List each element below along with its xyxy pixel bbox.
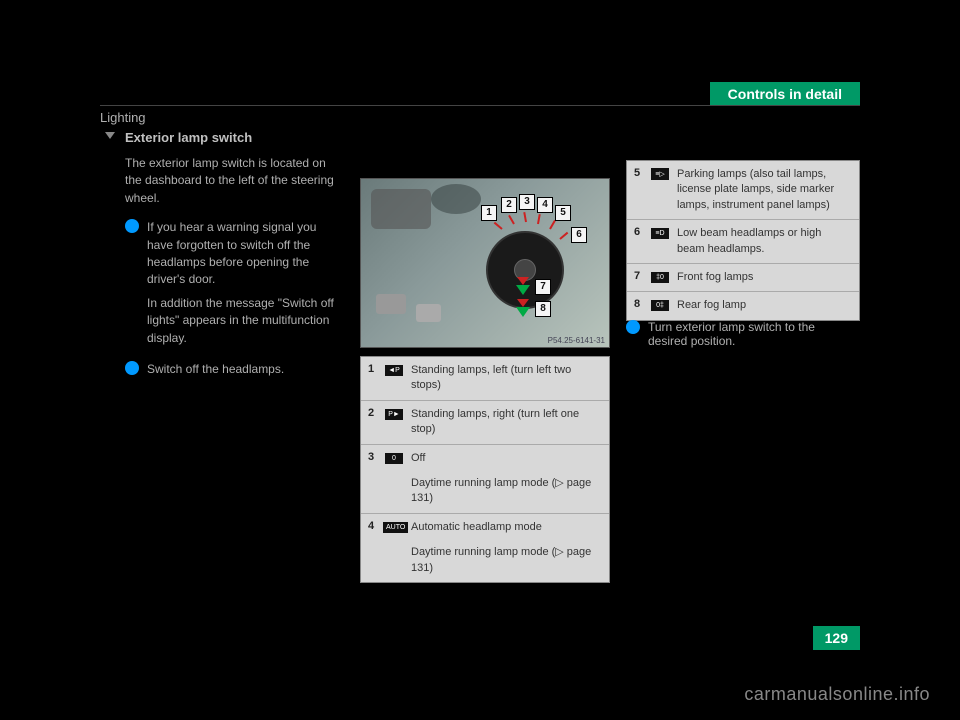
legend-table-left: 1 ◄P Standing lamps, left (turn left two… bbox=[360, 356, 610, 583]
table-row: 4 AUTO Automatic headlamp mode Daytime r… bbox=[361, 514, 609, 582]
row-text: Low beam headlamps or high beam headlamp… bbox=[673, 220, 859, 263]
icon-chip: ≡▷ bbox=[651, 168, 669, 180]
pedal-detail bbox=[416, 304, 441, 322]
table-row: 2 P► Standing lamps, right (turn left on… bbox=[361, 401, 609, 445]
table-row: 6 ≡D Low beam headlamps or high beam hea… bbox=[627, 220, 859, 264]
table-row: 3 0 Off Daytime running lamp mode (▷ pag… bbox=[361, 445, 609, 514]
row-text-main: Automatic headlamp mode bbox=[411, 520, 601, 535]
row-icon: 0 bbox=[381, 445, 407, 513]
pedal-detail bbox=[376, 294, 406, 314]
row-text: Parking lamps (also tail lamps, license … bbox=[673, 161, 859, 219]
bullet-item: Switch off the headlamps. bbox=[125, 361, 345, 378]
row-text-main: Off bbox=[411, 451, 601, 466]
header-rule bbox=[100, 105, 860, 106]
bullet-icon bbox=[626, 320, 640, 334]
section-title: Lighting bbox=[100, 110, 146, 125]
row-num: 1 bbox=[361, 357, 381, 400]
row-text: Standing lamps, left (turn left two stop… bbox=[407, 357, 609, 400]
callout-3: 3 bbox=[519, 194, 535, 210]
row-num: 7 bbox=[627, 264, 647, 291]
watermark: carmanualsonline.info bbox=[744, 684, 930, 705]
intro-paragraph: The exterior lamp switch is located on t… bbox=[125, 155, 345, 378]
row-text: Rear fog lamp bbox=[673, 292, 859, 319]
tick-mark bbox=[559, 232, 568, 240]
dial-callout-area: 1 2 3 4 5 6 7 8 bbox=[451, 189, 601, 339]
callout-4: 4 bbox=[537, 197, 553, 213]
rotary-dial bbox=[486, 231, 564, 309]
callout-8: 8 bbox=[535, 301, 551, 317]
bullet1-b: In addition the message "Switch off ligh… bbox=[147, 295, 345, 347]
tick-mark bbox=[494, 222, 503, 230]
row-icon: ≡D bbox=[647, 220, 673, 263]
image-code: P54.25-6141-31 bbox=[548, 336, 605, 345]
icon-chip: 0 bbox=[385, 453, 403, 464]
table-row: 1 ◄P Standing lamps, left (turn left two… bbox=[361, 357, 609, 401]
row-num: 5 bbox=[627, 161, 647, 219]
callout-1: 1 bbox=[481, 205, 497, 221]
callout-5: 5 bbox=[555, 205, 571, 221]
callout-7: 7 bbox=[535, 279, 551, 295]
row-text-sub: Daytime running lamp mode (▷ page 131) bbox=[411, 545, 601, 576]
callout-6: 6 bbox=[571, 227, 587, 243]
arrow-down-icon bbox=[516, 285, 530, 295]
arrow-up-icon bbox=[517, 299, 529, 307]
row-text: Front fog lamps bbox=[673, 264, 859, 291]
page-number: 129 bbox=[813, 626, 860, 650]
icon-chip: P► bbox=[385, 409, 403, 420]
arrow-down-icon bbox=[516, 307, 530, 317]
headlamp-switch-diagram: 1 2 3 4 5 6 7 8 P54.25-6141-31 bbox=[360, 178, 610, 348]
row-icon: ‡0 bbox=[647, 264, 673, 291]
row-icon: ≡▷ bbox=[647, 161, 673, 219]
table-row: 5 ≡▷ Parking lamps (also tail lamps, lic… bbox=[627, 161, 859, 220]
row-icon: ◄P bbox=[381, 357, 407, 400]
icon-chip: ◄P bbox=[385, 365, 403, 376]
row-num: 6 bbox=[627, 220, 647, 263]
icon-chip: AUTO bbox=[383, 522, 408, 533]
row-icon: P► bbox=[381, 401, 407, 444]
row-icon: AUTO bbox=[381, 514, 407, 582]
bullet-text-1: If you hear a warning signal you have fo… bbox=[147, 219, 345, 347]
row-num: 3 bbox=[361, 445, 381, 513]
instruction-text: Turn exterior lamp switch to the desired… bbox=[648, 320, 856, 348]
chevron-down-icon bbox=[105, 132, 115, 139]
dashboard-detail bbox=[371, 189, 431, 229]
tick-mark bbox=[508, 215, 515, 225]
header-banner: Controls in detail bbox=[710, 82, 860, 106]
bullet-item: If you hear a warning signal you have fo… bbox=[125, 219, 345, 347]
legend-table-right: 5 ≡▷ Parking lamps (also tail lamps, lic… bbox=[626, 160, 860, 321]
icon-chip: ≡D bbox=[651, 228, 669, 239]
row-num: 4 bbox=[361, 514, 381, 582]
row-num: 2 bbox=[361, 401, 381, 444]
intro-text: The exterior lamp switch is located on t… bbox=[125, 155, 345, 207]
bullet-text-2: Switch off the headlamps. bbox=[147, 361, 284, 378]
arrow-up-icon bbox=[517, 277, 529, 285]
table-row: 7 ‡0 Front fog lamps bbox=[627, 264, 859, 292]
row-icon: 0‡ bbox=[647, 292, 673, 319]
instruction-bullet: Turn exterior lamp switch to the desired… bbox=[626, 320, 856, 348]
tick-mark bbox=[523, 212, 527, 222]
tick-mark bbox=[549, 220, 556, 230]
row-text: Automatic headlamp mode Daytime running … bbox=[407, 514, 609, 582]
row-text: Standing lamps, right (turn left one sto… bbox=[407, 401, 609, 444]
bullet1-a: If you hear a warning signal you have fo… bbox=[147, 220, 316, 286]
icon-chip: ‡0 bbox=[651, 272, 669, 283]
tick-mark bbox=[537, 214, 541, 224]
table-row: 8 0‡ Rear fog lamp bbox=[627, 292, 859, 319]
callout-2: 2 bbox=[501, 197, 517, 213]
bullet-icon bbox=[125, 361, 139, 375]
icon-chip: 0‡ bbox=[651, 300, 669, 311]
bullet-icon bbox=[125, 219, 139, 233]
section-subhead: Exterior lamp switch bbox=[125, 130, 252, 145]
row-text: Off Daytime running lamp mode (▷ page 13… bbox=[407, 445, 609, 513]
row-num: 8 bbox=[627, 292, 647, 319]
row-text-sub: Daytime running lamp mode (▷ page 131) bbox=[411, 476, 601, 507]
